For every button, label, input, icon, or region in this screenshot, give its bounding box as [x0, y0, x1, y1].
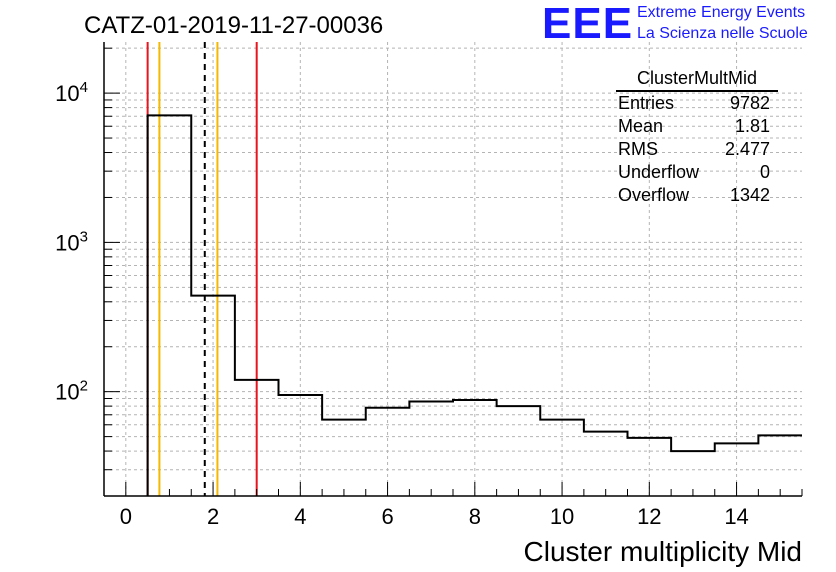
stats-row-underflow: Underflow 0 — [614, 161, 778, 184]
x-tick-label: 8 — [469, 504, 481, 529]
stats-row-rms: RMS 2.477 — [614, 138, 778, 161]
y-tick-label: 104 — [55, 79, 88, 106]
stats-label: Entries — [618, 93, 675, 113]
x-tick-label: 2 — [207, 504, 219, 529]
stats-value: 0 — [759, 162, 770, 182]
histogram-bins — [146, 114, 802, 496]
stats-value: 2.477 — [724, 139, 770, 159]
chart-title: CATZ-01-2019-11-27-00036 — [84, 12, 384, 39]
stats-label: Overflow — [618, 185, 690, 205]
stats-row-mean: Mean 1.81 — [614, 115, 778, 138]
stats-value: 9782 — [729, 93, 770, 113]
histogram-outline — [146, 114, 802, 496]
stats-label: Underflow — [618, 162, 700, 182]
y-tick-label: 102 — [55, 378, 88, 405]
y-tick-label: 103 — [55, 228, 88, 255]
stats-box-title: ClusterMultMid — [616, 68, 778, 92]
stats-value: 1.81 — [734, 116, 770, 136]
x-tick-label: 6 — [381, 504, 393, 529]
x-axis-label: Cluster multiplicity Mid — [524, 536, 803, 567]
grid-lines — [104, 42, 802, 497]
stats-row-overflow: Overflow 1342 — [614, 184, 778, 207]
stats-value: 1342 — [729, 185, 770, 205]
stats-row-entries: Entries 9782 — [614, 92, 778, 115]
tick-labels: 0 2 4 6 8 10 12 14 102 103 104 — [55, 79, 749, 529]
stats-box: ClusterMultMid Entries 9782 Mean 1.81 RM… — [614, 68, 778, 207]
eee-logo: EEE — [542, 0, 634, 48]
x-tick-label: 12 — [637, 504, 661, 529]
x-tick-label: 14 — [724, 504, 748, 529]
axes — [103, 42, 803, 497]
logo-tagline-1: Extreme Energy Events — [637, 4, 806, 21]
logo-tagline-2: La Scienza nelle Scuole — [637, 25, 808, 42]
stats-label: RMS — [618, 139, 658, 159]
marker-lines — [146, 42, 258, 496]
x-tick-label: 0 — [120, 504, 132, 529]
stats-label: Mean — [618, 116, 664, 136]
x-tick-label: 4 — [294, 504, 306, 529]
x-tick-label: 10 — [550, 504, 574, 529]
